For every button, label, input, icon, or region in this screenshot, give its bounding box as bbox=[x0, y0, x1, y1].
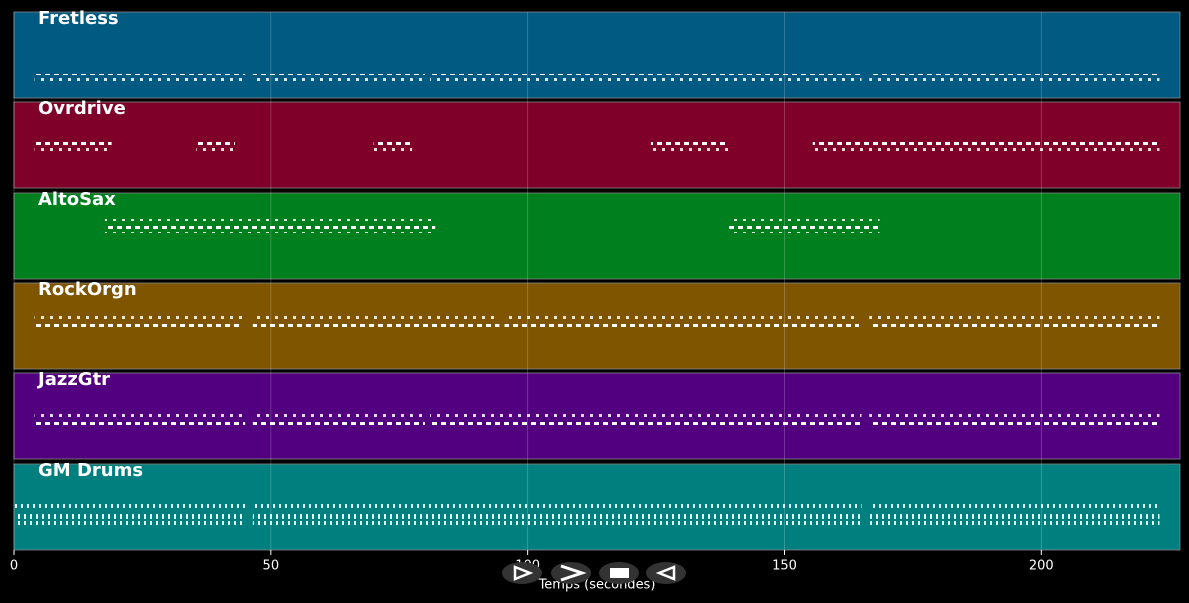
note-segment bbox=[869, 413, 1160, 427]
forward-button[interactable] bbox=[551, 562, 591, 584]
note-segment bbox=[373, 142, 413, 156]
track-background bbox=[13, 192, 1181, 280]
note-segment bbox=[104, 219, 436, 233]
note-segment bbox=[869, 313, 1160, 327]
track-name: GM Drums bbox=[38, 460, 143, 481]
note-segment bbox=[34, 74, 246, 82]
note-segment bbox=[34, 413, 246, 427]
note-segment bbox=[869, 74, 1160, 82]
track-name: AltoSax bbox=[38, 189, 116, 210]
x-tick-label: 50 bbox=[263, 559, 280, 574]
x-tick-label: 200 bbox=[1029, 559, 1054, 574]
x-tick-label: 150 bbox=[772, 559, 797, 574]
track-name: JazzGtr bbox=[36, 369, 110, 390]
note-segment bbox=[34, 313, 243, 327]
stop-button[interactable] bbox=[599, 562, 639, 584]
note-segment bbox=[252, 413, 425, 427]
note-segment bbox=[252, 313, 500, 327]
track-background bbox=[13, 11, 1181, 99]
play-button[interactable] bbox=[502, 562, 542, 584]
track-name: Ovrdrive bbox=[38, 98, 126, 119]
track-name: Fretless bbox=[38, 8, 119, 29]
note-segment bbox=[650, 142, 728, 156]
note-segment bbox=[430, 413, 862, 427]
note-segment bbox=[252, 500, 862, 526]
note-segment bbox=[504, 313, 859, 327]
note-segment bbox=[812, 142, 1160, 156]
note-segment bbox=[252, 74, 425, 82]
note-segment bbox=[196, 142, 235, 156]
track-name: RockOrgn bbox=[38, 279, 137, 300]
note-segment bbox=[14, 500, 246, 526]
note-segment bbox=[430, 74, 862, 82]
note-segment bbox=[869, 500, 1160, 526]
playback-controls bbox=[502, 562, 686, 584]
x-tick-label: 0 bbox=[10, 559, 18, 574]
note-segment bbox=[34, 142, 112, 156]
rewind-button[interactable] bbox=[646, 562, 686, 584]
note-segment bbox=[727, 219, 880, 233]
